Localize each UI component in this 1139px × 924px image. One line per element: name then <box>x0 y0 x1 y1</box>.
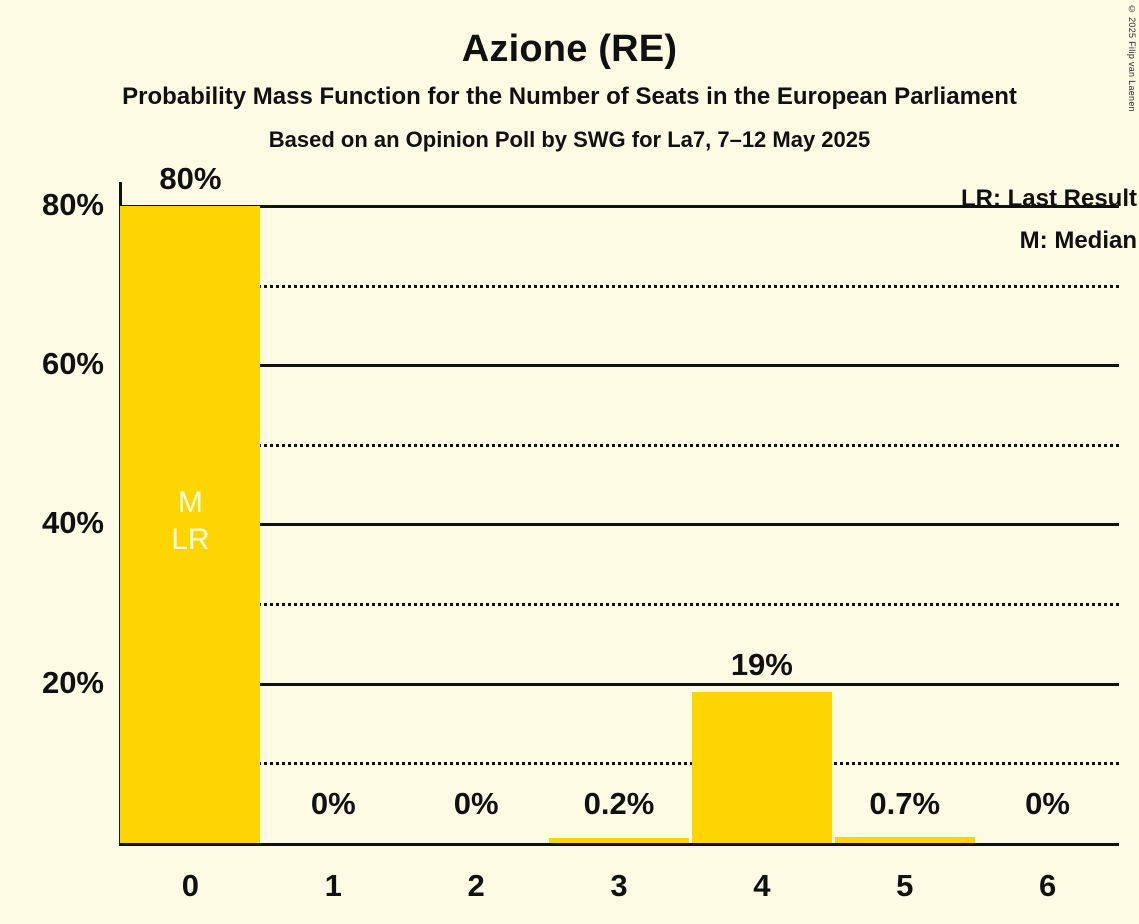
y-tick-80: 80% <box>41 186 104 222</box>
y-tick-60: 60% <box>41 346 104 382</box>
chart-source-subtitle: Based on an Opinion Poll by SWG for La7,… <box>268 127 871 152</box>
x-tick-2: 2 <box>467 868 485 903</box>
value-label-seats-5: 0.7% <box>869 786 941 821</box>
x-tick-4: 4 <box>753 868 771 903</box>
x-tick-0: 0 <box>181 868 200 903</box>
legend-median: M: Median <box>1019 227 1137 254</box>
x-tick-1: 1 <box>324 868 342 903</box>
bar-seats-3 <box>549 838 689 843</box>
value-label-seats-1: 0% <box>310 786 356 821</box>
gridline-dotted-70 <box>119 284 1119 288</box>
gridline-dotted-50 <box>119 443 1119 447</box>
gridline-solid-20 <box>119 682 1119 686</box>
x-tick-6: 6 <box>1038 868 1057 903</box>
gridline-solid-40 <box>119 523 1119 527</box>
chart-subtitle: Probability Mass Function for the Number… <box>122 83 1017 110</box>
chart-header: Azione (RE) Probability Mass Function fo… <box>0 0 1139 156</box>
value-label-seats-6: 0% <box>1025 786 1070 821</box>
gridline-dotted-10 <box>119 762 1119 766</box>
bar-seats-4 <box>691 691 832 843</box>
plot-area: M LR <box>119 182 1119 846</box>
gridline-dotted-30 <box>119 603 1119 607</box>
y-tick-20: 20% <box>41 664 104 700</box>
bar-markers: M LR <box>120 484 260 558</box>
x-tick-5: 5 <box>896 868 914 903</box>
page-title: Azione (RE) <box>461 28 678 70</box>
gridline-solid-60 <box>119 364 1119 368</box>
value-label-seats-0: 80% <box>159 160 222 196</box>
last-result-marker: LR <box>171 523 210 557</box>
y-tick-40: 40% <box>41 505 104 541</box>
median-marker: M <box>177 486 203 520</box>
bar-seats-5 <box>834 837 975 843</box>
gridline-solid-80 <box>119 204 1119 208</box>
value-label-seats-2: 0% <box>453 786 499 821</box>
x-axis-line <box>119 843 1119 846</box>
copyright-notice: © 2025 Filip van Laenen <box>1127 4 1137 112</box>
value-label-seats-4: 19% <box>730 646 793 682</box>
value-label-seats-3: 0.2% <box>583 786 655 821</box>
x-tick-3: 3 <box>610 868 628 903</box>
bar-seats-0: M LR <box>120 205 261 843</box>
